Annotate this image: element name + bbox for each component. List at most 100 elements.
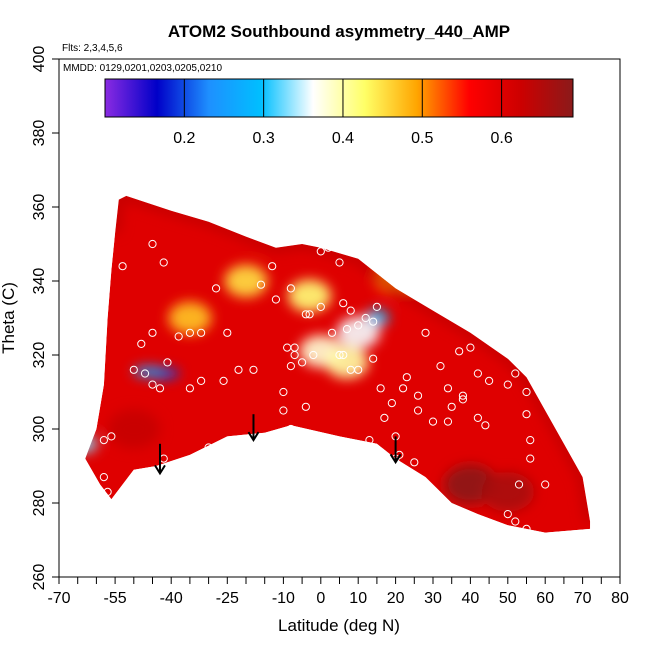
observation-point [354,321,363,330]
x-tick-label: 30 [424,590,442,607]
observation-point [421,328,430,337]
observation-point [185,328,194,337]
observation-point [365,436,374,445]
observation-point [129,365,138,374]
observation-point [148,328,157,337]
observation-point [361,313,370,323]
observation-point [354,243,363,252]
observation-point [103,487,112,496]
observation-point [137,339,146,348]
x-axis: -70 -55 -40 -25 -10 0 10 20 30 40 50 60 70 80 [47,576,629,607]
observation-point [376,384,385,393]
x-tick-label: -70 [47,590,70,607]
observation-point [526,454,535,463]
observation-point [223,328,232,337]
observation-point [335,258,344,267]
observation-point [503,380,512,389]
observation-point [107,432,116,441]
dates-note: MMDD: 0129,0201,0203,0205,0210 [63,63,222,74]
observation-point [372,302,381,311]
observation-point [522,410,531,419]
observation-point [286,362,295,371]
observation-point [473,413,482,422]
observation-point [443,417,453,426]
x-tick-label: 10 [349,590,367,607]
observation-point [316,302,325,311]
x-axis-label: Latitude (deg N) [278,616,400,635]
x-tick-label: 70 [574,590,592,607]
observation-point [99,473,108,482]
observation-point [327,328,337,337]
colorbar-tick-label: 0.4 [332,130,354,147]
chart-title: ATOM2 Southbound asymmetry_440_AMP [168,22,510,41]
heatmap-field [85,195,591,533]
x-tick-label: -10 [272,590,295,607]
observation-point [503,509,512,519]
observation-point [316,247,325,256]
y-axis: 260 280 300 320 340 360 380 400 [31,46,60,590]
observation-point [413,391,423,400]
observation-point [148,380,157,389]
observation-point [197,376,206,385]
tropopause-arrow [247,414,260,442]
observation-point [522,524,531,534]
observation-point [163,358,172,367]
observation-point [279,406,288,415]
observation-point [455,347,464,356]
y-tick-label: 280 [31,490,48,517]
observation-point [309,350,318,360]
colorbar: 0.2 0.3 0.4 0.5 0.6 [104,78,574,147]
observation-point [511,369,520,378]
observation-point [458,395,468,404]
observation-point [473,369,482,378]
observation-point [398,384,408,393]
field-anomaly [132,366,165,378]
y-tick-label: 380 [31,120,48,147]
observation-point [148,239,157,249]
observation-point [541,480,550,489]
observation-point [271,295,281,304]
observation-point [234,365,243,374]
observation-point [256,280,266,289]
x-tick-label: -25 [216,590,239,607]
tropopause-arrow [154,443,166,476]
x-tick-label: 80 [611,590,629,607]
y-axis-label: Theta (C) [0,282,18,354]
observation-point [301,402,310,411]
observation-point [496,339,505,348]
observation-point [204,443,213,452]
x-tick-label: -55 [104,590,127,607]
field-anomaly [325,346,369,379]
observation-point [159,258,168,267]
field-anomaly [168,301,212,335]
observation-point [526,436,535,445]
observation-point [387,399,396,408]
observation-point [305,310,314,319]
observation-point [428,417,438,426]
x-tick-label: -40 [160,590,183,607]
observation-point [339,299,348,308]
flights-note: Flts: 2,3,4,5,6 [62,43,123,54]
observation-point [174,332,183,341]
x-tick-label: 60 [536,590,554,607]
observation-point [458,391,468,400]
observation-point [402,373,411,382]
observation-point [380,413,389,422]
observation-point [185,384,194,393]
y-tick-label: 400 [31,46,48,73]
tropopause-arrow [389,436,402,465]
observation-point [354,365,363,374]
observation-point [466,343,475,352]
observation-point [514,480,524,489]
y-tick-label: 320 [31,342,48,369]
observation-point [485,376,494,385]
observation-point [249,365,258,374]
observation-point [268,262,277,271]
y-tick-label: 300 [31,416,48,443]
x-tick-label: 40 [462,590,480,607]
observation-point [346,306,355,315]
observation-point [286,284,295,293]
field-anomaly [336,316,380,349]
observation-point [369,354,378,363]
